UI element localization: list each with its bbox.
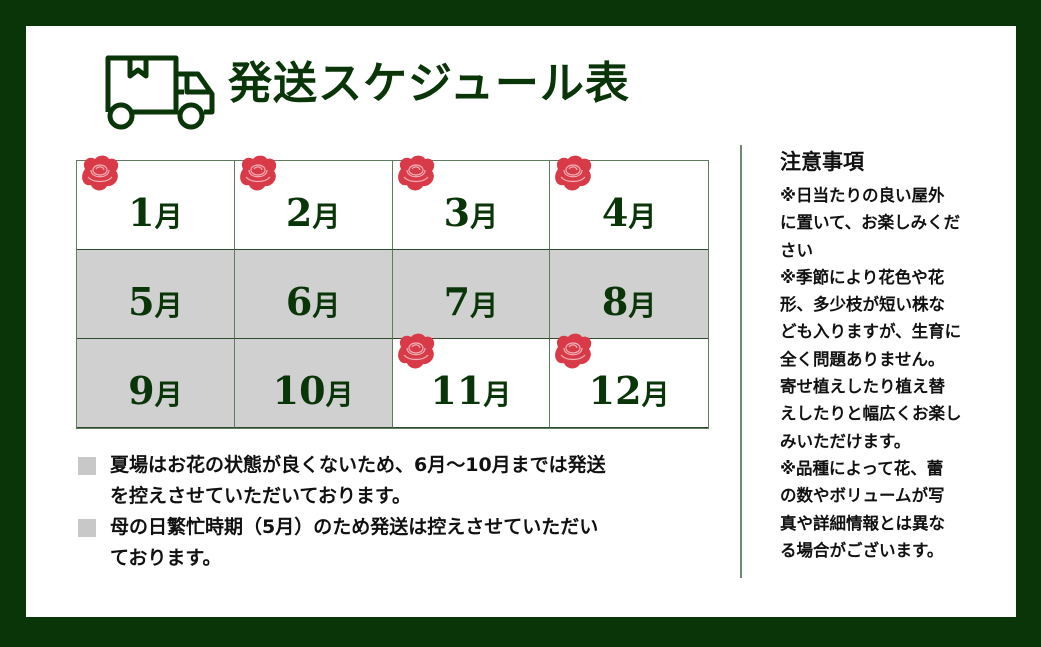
month-cell-12: 12月 — [550, 333, 708, 428]
month-cell-9: 9月 — [77, 339, 235, 428]
month-label: 9月 — [128, 367, 183, 413]
month-label: 3月 — [443, 189, 499, 235]
rose-icon — [555, 333, 592, 369]
month-label: 6月 — [285, 278, 341, 324]
bullet-square — [78, 519, 96, 537]
rose-icon — [555, 155, 592, 191]
rose-icon — [239, 155, 276, 191]
rose-icon — [82, 155, 119, 191]
month-cell-8: 8月 — [550, 250, 708, 339]
caution-line: ※日当たりの良い屋外 — [780, 186, 945, 205]
caution-line: の数やボリュームが写 — [780, 486, 945, 506]
page-title: 発送スケジュール表 — [228, 58, 630, 109]
bullet-square — [78, 457, 96, 475]
caution-line: る場合がございます。 — [780, 540, 944, 560]
caution-line: えしたりと幅広くお楽し — [780, 404, 962, 424]
month-label: 7月 — [443, 278, 499, 324]
month-cell-4: 4月 — [550, 155, 708, 250]
month-label: 10月 — [272, 367, 354, 413]
month-label: 4月 — [601, 189, 657, 235]
caution-section: 注意事項 ※日当たりの良い屋外 に置いて、お楽しみくだ さい ※季節により花色や花 形、… — [780, 146, 962, 564]
divider — [740, 145, 742, 578]
notes: 夏場はお花の状態が良くないため、6月～10月までは発送 を控えさせていただいており… — [78, 450, 606, 574]
schedule-grid: 1月 2月 3月 4月 5月 6月 7月 8月 9月 10月 11月 12月 — [76, 155, 709, 429]
rose-icon — [397, 155, 434, 191]
delivery-truck-icon — [105, 55, 215, 130]
month-label: 2月 — [285, 189, 341, 235]
caution-heading: 注意事項 — [780, 150, 864, 174]
month-cell-3: 3月 — [392, 155, 551, 250]
caution-line: 寄せ植えしたり植え替 — [780, 377, 945, 397]
caution-line: 全く問題ありません。 — [780, 349, 945, 369]
note-line: 母の日繁忙時期（5月）のため発送は控えさせていただい — [110, 516, 599, 538]
month-cell-5: 5月 — [77, 250, 235, 339]
caution-line: ども入りますが、生育に — [780, 322, 962, 342]
note-line: ております。 — [110, 547, 222, 569]
rose-icon — [397, 333, 434, 369]
month-label: 1月 — [128, 189, 183, 235]
note-item: 夏場はお花の状態が良くないため、6月～10月までは発送 を控えさせていただいており… — [78, 450, 606, 512]
month-cell-11: 11月 — [392, 333, 551, 428]
note-item: 母の日繁忙時期（5月）のため発送は控えさせていただい ております。 — [78, 512, 606, 574]
caution-line: みいただけます。 — [780, 431, 911, 451]
month-cell-2: 2月 — [234, 155, 393, 250]
month-label: 12月 — [588, 367, 670, 413]
month-cell-6: 6月 — [234, 250, 393, 339]
caution-line: に置いて、お楽しみくだ — [780, 213, 961, 233]
month-label: 5月 — [128, 278, 183, 324]
caution-line: ※季節により花色や花 — [780, 267, 945, 287]
month-cell-1: 1月 — [77, 155, 235, 250]
caution-line: 真や詳細情報とは異な — [780, 513, 945, 533]
month-label: 8月 — [601, 278, 657, 324]
caution-line: さい — [780, 240, 813, 260]
caution-line: ※品種によって花、蕾 — [780, 458, 944, 478]
month-cell-7: 7月 — [392, 250, 551, 339]
month-cell-10: 10月 — [234, 339, 393, 428]
note-line: を控えさせていただいております。 — [110, 485, 411, 507]
note-line: 夏場はお花の状態が良くないため、6月～10月までは発送 — [110, 454, 606, 476]
caution-line: 形、多少枝が短い株な — [780, 295, 945, 315]
month-label: 11月 — [430, 367, 512, 413]
